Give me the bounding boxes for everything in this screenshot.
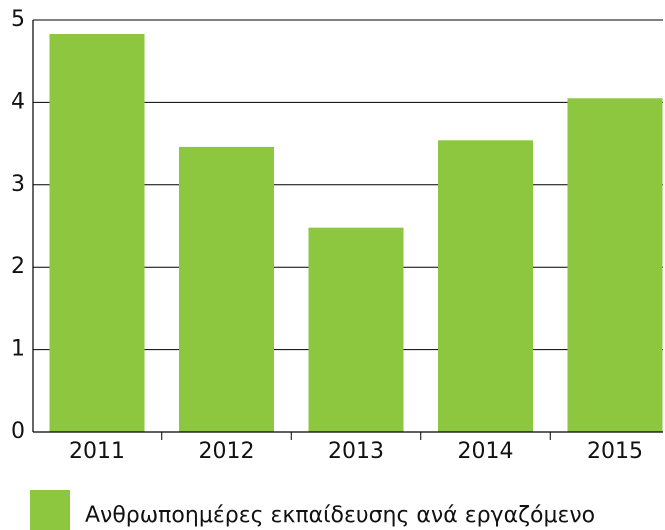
bar (567, 98, 663, 432)
legend-swatch (30, 490, 70, 530)
x-tick-label: 2013 (328, 439, 384, 464)
x-tick-label: 2011 (69, 439, 125, 464)
legend-label: Ανθρωποημέρες εκπαίδευσης ανά εργαζόμενο (85, 503, 595, 528)
bar (438, 140, 533, 432)
bar (179, 146, 274, 432)
x-tick-label: 2014 (458, 439, 514, 464)
x-tick-label: 2015 (587, 439, 643, 464)
y-tick-label: 1 (11, 337, 25, 362)
y-tick-label: 0 (11, 419, 25, 444)
y-tick-label: 5 (11, 7, 25, 32)
bar (308, 227, 404, 432)
y-tick-label: 2 (11, 254, 25, 279)
x-tick-label: 2012 (199, 439, 255, 464)
y-tick-label: 3 (11, 172, 25, 197)
y-tick-label: 4 (11, 89, 25, 114)
bar (49, 34, 145, 433)
